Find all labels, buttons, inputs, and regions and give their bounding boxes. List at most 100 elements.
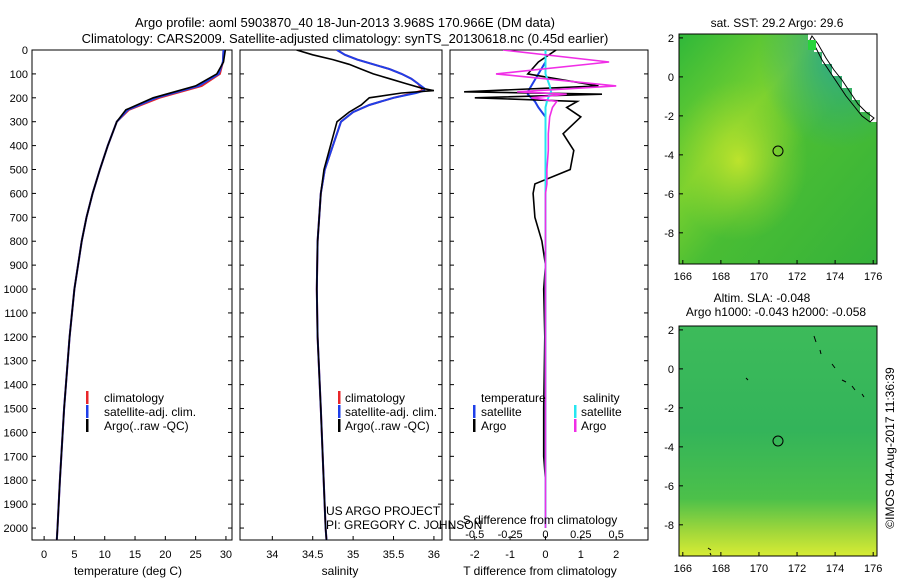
depth-tick-label: 1300 — [4, 356, 28, 368]
difference-legend: temperature salinity satellite Argo sate… — [473, 391, 622, 433]
difference-plot — [464, 50, 617, 528]
x-tick-label: -2 — [470, 549, 480, 561]
sla-map-frame — [678, 325, 878, 557]
x-tick-label: 5 — [71, 549, 77, 561]
series-line-satellite-adj-clim- — [55, 50, 225, 540]
series-line-argo — [296, 50, 435, 540]
sst-coastline — [809, 35, 875, 123]
legend-satellite-label: satellite-adj. clim. — [104, 405, 196, 419]
x-tick-label: 34 — [266, 549, 278, 561]
legend-satellite-swatch — [86, 405, 89, 418]
sst-green-cell — [808, 40, 816, 50]
depth-tick-label: 200 — [10, 93, 28, 105]
depth-tick-label: 1200 — [4, 332, 28, 344]
x-tick-label: 35 — [347, 549, 359, 561]
map-y-tick-label: -2 — [664, 111, 674, 123]
temperature-plot — [55, 50, 227, 540]
depth-tick-label: 1900 — [4, 499, 28, 511]
x-tick-label: 2 — [613, 549, 619, 561]
sla-map-axes: 166 168 170 172 174 176 2 0 -2 -4 -6 -8 — [664, 325, 882, 575]
x-axes: 0 5 10 15 20 25 30 34 34.5 35 35.5 36 -2 -1 0 1 2 -0.5 -0.… — [41, 529, 624, 561]
map-x-tick-label: 174 — [826, 271, 844, 283]
x-tick-label: -1 — [505, 549, 515, 561]
salinity-plot — [296, 50, 435, 540]
salinity-panel-frame — [239, 49, 443, 541]
sla-map-title1: Altim. SLA: -0.048 — [714, 291, 811, 305]
x-tick-label: 10 — [99, 549, 111, 561]
legend-sal-satellite-swatch — [574, 405, 577, 418]
legend-temp-argo-swatch — [473, 419, 476, 432]
legend-sal-argo-label: Argo — [581, 419, 607, 433]
map-y-tick-label: -4 — [664, 442, 674, 454]
depth-axis: 0 100 200 300 400 500 600 700 800 900 1000 1100 1200… — [4, 45, 648, 535]
map-x-tick-label: 168 — [712, 271, 730, 283]
sst-map-axes: 166 168 170 172 174 176 2 0 -2 -4 -6 -8 — [664, 33, 882, 283]
project-credit: US ARGO PROJECT — [326, 504, 441, 518]
legend-temp-satellite-label: satellite — [481, 405, 522, 419]
depth-tick-label: 1800 — [4, 475, 28, 487]
x-tick-label: 20 — [159, 549, 171, 561]
pi-credit: PI: GREGORY C. JOHNSON — [326, 518, 482, 532]
legend-satellite-swatch — [338, 405, 341, 418]
temperature-panel-frame — [31, 49, 233, 541]
x-tick-label: 0 — [41, 549, 47, 561]
x-tick-label: 30 — [220, 549, 232, 561]
map-y-tick-label: -4 — [664, 150, 674, 162]
series-line-climatology — [55, 50, 225, 540]
x-tick-label: 15 — [129, 549, 141, 561]
series-line-satellite-adj-clim- — [315, 50, 426, 540]
legend-argo-swatch — [338, 419, 341, 432]
legend-climatology-label: climatology — [104, 391, 164, 405]
map-x-tick-label: 172 — [788, 563, 806, 575]
series-line-salinity-satellite — [544, 50, 553, 528]
x-tick-label: 25 — [190, 549, 202, 561]
map-x-tick-label: 170 — [750, 563, 768, 575]
x-tick-label-salinity: 0 — [542, 529, 548, 541]
depth-tick-label: 700 — [10, 212, 28, 224]
map-y-tick-label: -6 — [664, 481, 674, 493]
map-x-tick-label: 174 — [826, 563, 844, 575]
x-tick-label-salinity: 0.25 — [570, 529, 591, 541]
sla-field — [679, 326, 877, 556]
temperature-legend: climatology satellite-adj. clim. Argo(..… — [86, 391, 196, 433]
map-x-tick-label: 172 — [788, 271, 806, 283]
series-line-argo — [56, 50, 227, 540]
legend-climatology-swatch — [338, 391, 341, 404]
sla-profile-marker — [772, 435, 784, 447]
map-y-tick-label: -8 — [664, 520, 674, 532]
legend-temp-satellite-swatch — [473, 405, 476, 418]
depth-tick-label: 0 — [22, 45, 28, 57]
x-tick-label: 34.5 — [302, 549, 323, 561]
x-tick-label-salinity: 0.5 — [609, 529, 624, 541]
map-x-tick-label: 166 — [674, 563, 692, 575]
depth-tick-label: 1000 — [4, 284, 28, 296]
depth-tick-label: 800 — [10, 236, 28, 248]
legend-sal-argo-swatch — [574, 419, 577, 432]
map-x-tick-label: 166 — [674, 271, 692, 283]
figure-title-line2: Climatology: CARS2009. Satellite-adjuste… — [82, 31, 609, 46]
map-y-tick-label: 0 — [668, 364, 674, 376]
legend-sal-satellite-label: satellite — [581, 405, 622, 419]
series-line-temperature-argo — [464, 50, 603, 528]
depth-tick-label: 100 — [10, 69, 28, 81]
difference-panel-frame — [449, 49, 649, 541]
legend-climatology-swatch — [86, 391, 89, 404]
map-y-tick-label: -6 — [664, 189, 674, 201]
x-tick-label: 36 — [428, 549, 440, 561]
legend-temp-argo-label: Argo — [481, 419, 507, 433]
legend-argo-label: Argo(..raw -QC) — [104, 419, 189, 433]
legend-argo-swatch — [86, 419, 89, 432]
map-x-tick-label: 176 — [864, 271, 882, 283]
map-y-tick-label: -2 — [664, 403, 674, 415]
legend-temperature-header: temperature — [481, 391, 546, 405]
depth-tick-label: 600 — [10, 188, 28, 200]
map-y-tick-label: 2 — [668, 325, 674, 337]
sst-map — [678, 33, 878, 265]
figure-title-line1: Argo profile: aoml 5903870_40 18-Jun-201… — [135, 15, 555, 30]
legend-argo-label: Argo(..raw -QC) — [345, 419, 430, 433]
series-line-temperature-satellite — [526, 50, 547, 528]
x-tick-label: 35.5 — [383, 549, 404, 561]
depth-tick-label: 1600 — [4, 427, 28, 439]
x-tick-label-salinity: -0.25 — [498, 529, 523, 541]
